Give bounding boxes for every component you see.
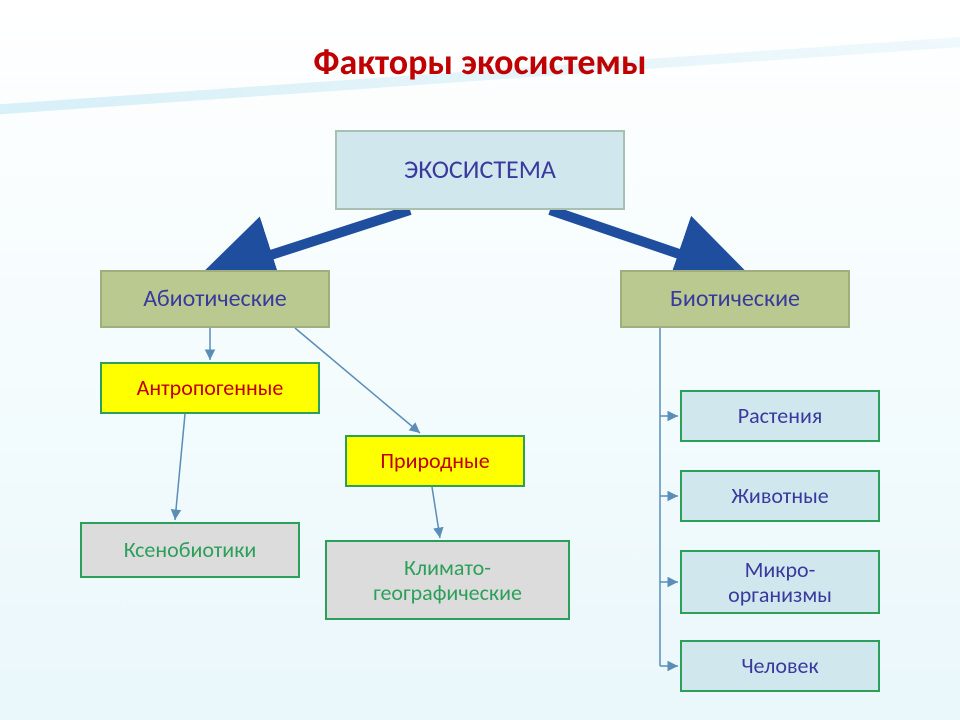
node-human: Человек (680, 640, 880, 692)
big-arrow (550, 210, 735, 273)
node-anthropogenic: Антропогенные (100, 362, 320, 414)
node-micro: Микро-организмы (680, 550, 880, 614)
thin-arrow (175, 414, 185, 520)
node-abiotic: Абиотические (100, 270, 330, 328)
slide-title: Факторы экосистемы (0, 40, 960, 84)
node-ecosystem: ЭКОСИСТЕМА (335, 130, 625, 210)
node-natural: Природные (345, 435, 525, 487)
node-animals: Животные (680, 470, 880, 522)
node-biotic: Биотические (620, 270, 850, 328)
big-arrows-group (215, 210, 735, 273)
slide-canvas: Факторы экосистемы ЭКОСИСТЕМА Абиотически… (0, 0, 960, 720)
node-xenobiotics: Ксенобиотики (80, 522, 300, 578)
node-plants: Растения (680, 390, 880, 442)
node-climate: Климато-географические (325, 540, 570, 620)
thin-arrow (432, 487, 440, 538)
big-arrow (215, 210, 410, 273)
